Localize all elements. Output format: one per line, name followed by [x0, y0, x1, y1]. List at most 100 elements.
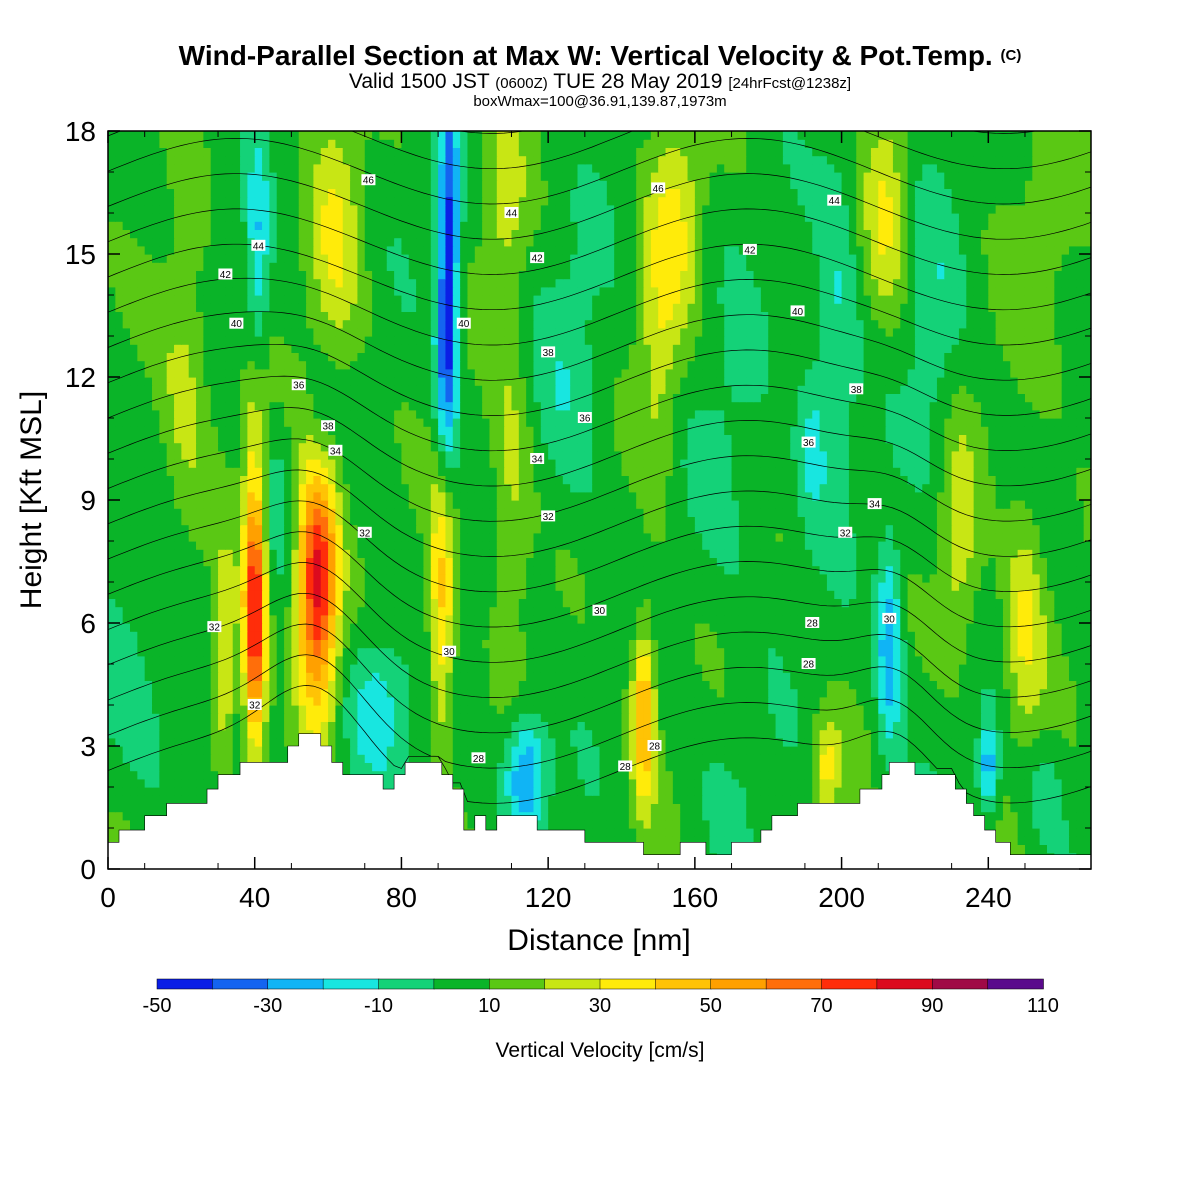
w-cell: [232, 639, 241, 649]
w-cell: [570, 680, 579, 690]
w-cell: [614, 672, 623, 681]
w-cell: [848, 664, 857, 673]
w-cell: [210, 647, 219, 657]
w-cell: [834, 787, 843, 796]
w-cell: [1046, 598, 1055, 608]
w-cell: [474, 778, 483, 788]
w-cell: [188, 631, 197, 640]
w-cell: [856, 696, 865, 706]
w-cell: [218, 737, 226, 747]
w-cell: [885, 754, 894, 763]
w-cell: [247, 623, 256, 632]
w-cell: [614, 778, 623, 788]
w-cell: [856, 631, 865, 640]
w-cell: [885, 655, 894, 665]
w-cell: [137, 770, 146, 780]
w-cell: [240, 737, 248, 747]
w-cell: [467, 754, 476, 763]
w-cell: [738, 631, 747, 640]
w-cell: [643, 836, 652, 845]
w-cell: [526, 696, 535, 706]
w-cell: [518, 606, 527, 616]
w-cell: [401, 737, 410, 747]
w-cell: [144, 754, 153, 763]
w-cell: [357, 672, 366, 681]
w-cell: [269, 631, 278, 640]
w-cell: [621, 803, 630, 813]
w-cell: [210, 688, 219, 698]
w-cell: [599, 623, 608, 632]
w-cell: [599, 655, 608, 665]
w-cell: [988, 614, 997, 624]
w-cell: [584, 770, 593, 780]
w-cell: [232, 565, 241, 575]
w-cell: [966, 639, 975, 649]
w-cell: [430, 573, 439, 583]
w-cell: [159, 623, 168, 632]
w-cell: [533, 647, 542, 657]
w-cell: [929, 582, 938, 591]
w-cell: [350, 688, 359, 698]
w-cell: [232, 696, 241, 706]
w-cell: [467, 811, 476, 821]
w-cell: [474, 664, 483, 673]
w-cell: [636, 639, 645, 649]
w-cell: [298, 639, 307, 649]
w-cell: [210, 696, 219, 706]
w-cell: [988, 705, 997, 714]
w-cell: [1076, 705, 1085, 714]
w-cell: [936, 639, 945, 649]
w-cell: [269, 672, 278, 681]
w-cell: [746, 631, 755, 640]
w-cell: [958, 778, 967, 788]
w-cell: [1024, 598, 1033, 608]
w-cell: [504, 778, 513, 788]
w-cell: [372, 696, 381, 706]
w-cell: [130, 811, 138, 821]
w-cell: [247, 737, 256, 747]
w-cell: [1068, 631, 1077, 640]
w-cell: [841, 688, 850, 698]
w-cell: [584, 729, 593, 739]
w-cell: [672, 795, 681, 804]
w-cell: [1068, 573, 1077, 583]
w-cell: [196, 746, 204, 755]
w-cell: [848, 639, 857, 649]
w-cell: [122, 672, 131, 681]
w-cell: [980, 721, 989, 731]
w-cell: [665, 737, 674, 747]
w-cell: [570, 770, 579, 780]
w-cell: [152, 672, 160, 681]
w-cell: [115, 631, 124, 640]
w-cell: [1068, 672, 1077, 681]
w-cell: [467, 623, 476, 632]
w-cell: [276, 590, 285, 599]
w-cell: [892, 746, 901, 755]
w-cell: [760, 795, 769, 804]
w-cell: [555, 606, 564, 616]
w-cell: [643, 582, 652, 591]
w-cell: [467, 655, 476, 665]
w-cell: [922, 721, 931, 731]
w-cell: [196, 582, 204, 591]
w-cell: [1083, 590, 1091, 599]
w-cell: [988, 598, 997, 608]
w-cell: [577, 680, 586, 690]
w-cell: [1032, 672, 1041, 681]
w-cell: [768, 803, 777, 813]
w-cell: [760, 778, 769, 788]
w-cell: [1061, 573, 1070, 583]
w-cell: [856, 623, 865, 632]
w-cell: [599, 639, 608, 649]
w-cell: [210, 680, 219, 690]
w-cell: [489, 819, 498, 829]
w-cell: [929, 623, 938, 632]
w-cell: [1061, 664, 1070, 673]
w-cell: [973, 582, 982, 591]
w-cell: [856, 664, 865, 673]
w-cell: [1054, 803, 1063, 813]
w-cell: [416, 573, 425, 583]
w-cell: [1010, 721, 1019, 731]
w-cell: [922, 746, 931, 755]
w-cell: [929, 606, 938, 616]
